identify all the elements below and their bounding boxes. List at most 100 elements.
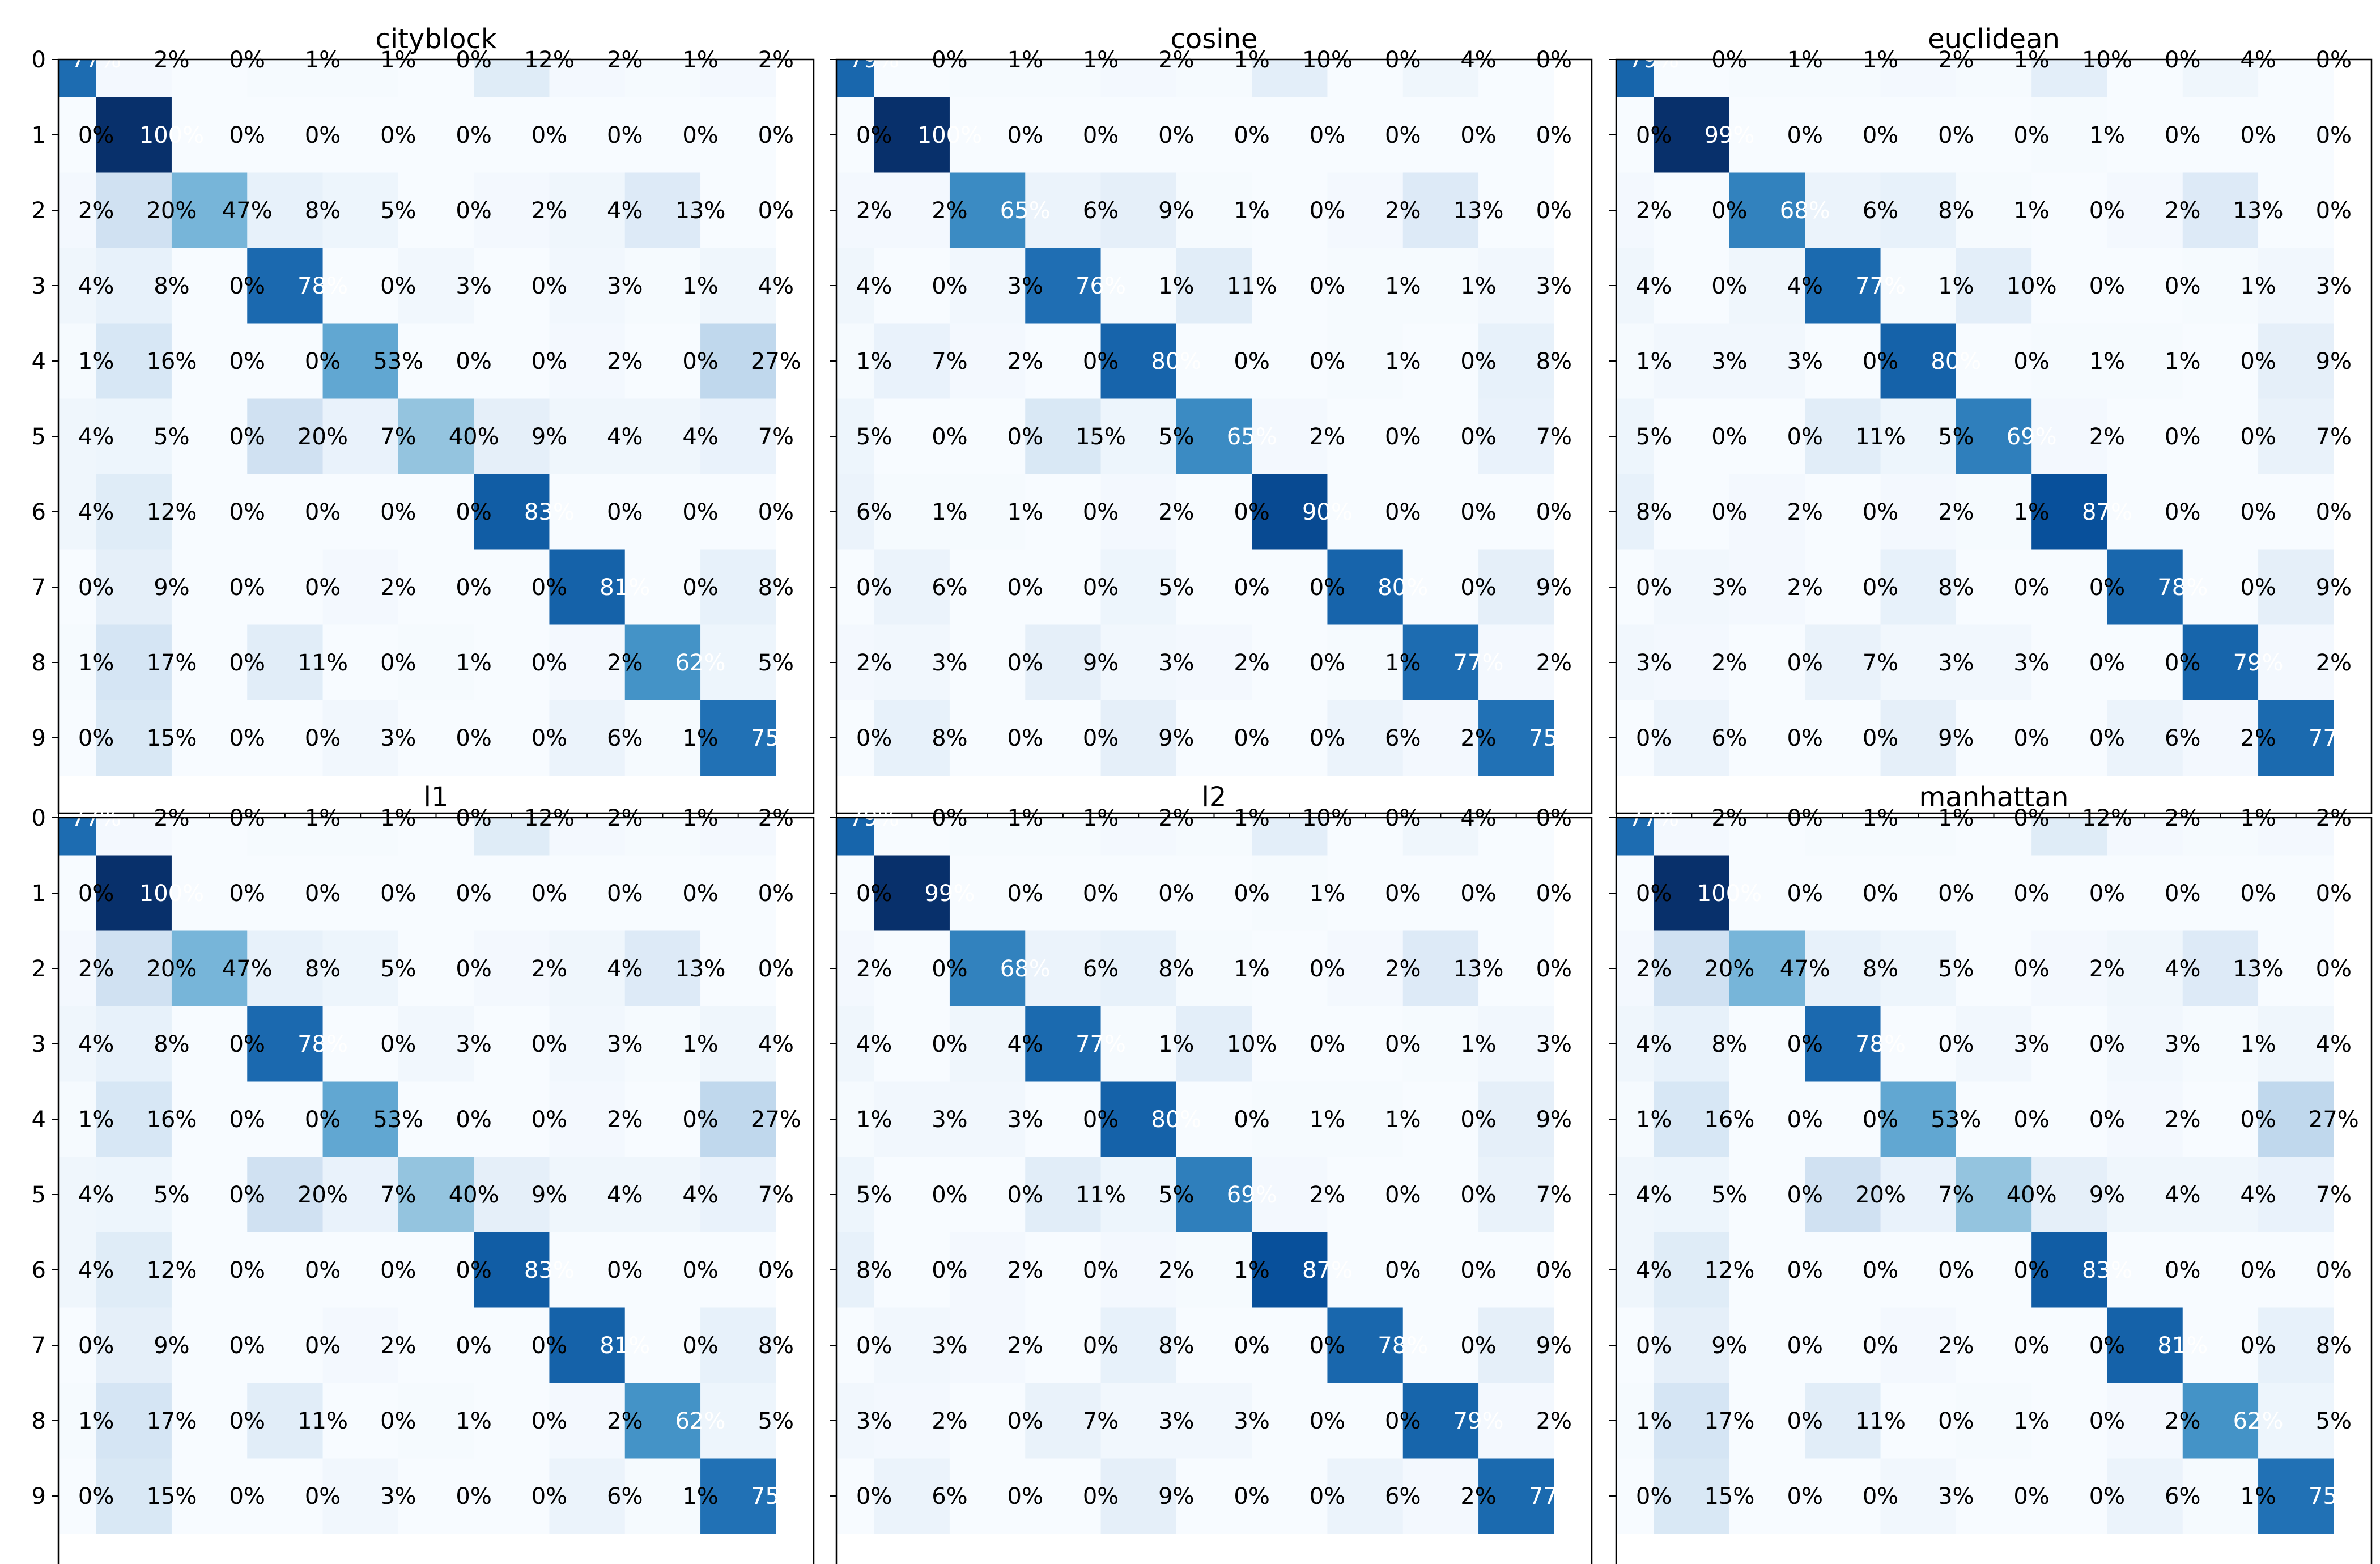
heatmap-cell — [1100, 97, 1177, 173]
heatmap-cell — [624, 624, 701, 700]
heatmap-cells — [1616, 818, 2334, 1534]
heatmap-cell-label: 1% — [856, 348, 892, 375]
heatmap-cell — [1100, 1458, 1177, 1534]
heatmap-cell — [549, 398, 626, 474]
heatmap-cell-label: 4% — [78, 1257, 114, 1284]
heatmap-cell-label: 5% — [154, 424, 189, 450]
heatmap-cell — [322, 60, 399, 97]
heatmap-cell — [1402, 1307, 1479, 1383]
heatmap-cell — [949, 398, 1026, 474]
heatmap-cell-label: 0% — [1938, 122, 1974, 148]
heatmap-cell — [1252, 549, 1328, 625]
heatmap-cell-label: 0% — [856, 1484, 892, 1510]
heatmap-cell — [1729, 172, 1805, 248]
heatmap-cell — [1327, 855, 1404, 931]
heatmap-cell-label: 0% — [856, 1333, 892, 1359]
heatmap-cell — [2182, 1232, 2259, 1308]
heatmap-cell-label: 5% — [380, 956, 416, 982]
heatmap-cell-label: 4% — [78, 273, 114, 299]
heatmap-cell-label: 0% — [1636, 881, 1672, 907]
heatmap-cell — [2182, 60, 2259, 97]
heatmap-cell-label: 3% — [1938, 1484, 1974, 1510]
heatmap-cell-label: 9% — [1158, 725, 1194, 751]
heatmap-cell — [96, 1157, 172, 1232]
heatmap-cell — [2107, 1006, 2183, 1082]
heatmap-cell-label: 87% — [2082, 499, 2132, 525]
heatmap-cell-label: 0% — [1863, 122, 1898, 148]
heatmap-cell — [700, 1232, 776, 1308]
heatmap-cell-label: 3% — [380, 725, 416, 751]
heatmap-cell-label: 0% — [1083, 575, 1119, 601]
heatmap-cell-label: 0% — [1310, 956, 1345, 982]
heatmap-cell — [247, 1232, 324, 1308]
heatmap-cell-label: 0% — [1863, 725, 1898, 751]
heatmap-cell-label: 81% — [600, 1333, 650, 1359]
heatmap-cell — [58, 398, 97, 474]
heatmap-cell-label: 1% — [1938, 273, 1974, 299]
heatmap-cell-label: 1% — [2013, 499, 2049, 525]
heatmap-cell-label: 1% — [1310, 1107, 1345, 1133]
heatmap-cell-label: 0% — [1234, 1107, 1269, 1133]
heatmap-cell-label: 0% — [230, 650, 265, 676]
heatmap-cell — [1880, 1383, 1957, 1459]
heatmap-cell-label: 0% — [532, 122, 567, 148]
heatmap-cell — [58, 1458, 97, 1534]
heatmap-cell — [1025, 1232, 1102, 1308]
y-axis — [830, 59, 836, 738]
heatmap-cell — [2032, 1157, 2107, 1232]
heatmap-cell-label: 2% — [2165, 1107, 2200, 1133]
heatmap-cell — [96, 474, 172, 550]
heatmap-cell — [549, 624, 626, 700]
heatmap-cell-label: 2% — [856, 198, 892, 224]
heatmap-cell — [96, 1458, 172, 1534]
heatmap-cell-label: 0% — [230, 1257, 265, 1284]
heatmap-cell — [836, 172, 875, 248]
y-axis — [830, 817, 836, 1497]
heatmap-cell-label: 0% — [1787, 1333, 1823, 1359]
heatmap-cell — [624, 930, 701, 1006]
heatmap-cell — [96, 930, 172, 1006]
heatmap-cell — [2258, 248, 2334, 324]
heatmap-cell-label: 0% — [1083, 1333, 1119, 1359]
heatmap-cell-label: 0% — [1787, 1257, 1823, 1284]
heatmap-cell — [700, 1006, 776, 1082]
heatmap-cell-label: 7% — [380, 424, 416, 450]
heatmap-cell — [474, 97, 550, 173]
heatmap-cell-label: 0% — [1863, 1257, 1898, 1284]
heatmap-cell-label: 6% — [1083, 198, 1119, 224]
heatmap-cell — [2107, 624, 2183, 700]
heatmap-cell — [624, 1383, 701, 1459]
heatmap-cell — [1100, 1006, 1177, 1082]
heatmap-cell — [247, 1006, 324, 1082]
y-tick-label: 6 — [32, 1257, 46, 1284]
heatmap-cell-label: 0% — [1787, 1408, 1823, 1434]
heatmap-cell-label: 3% — [856, 1408, 892, 1434]
heatmap-cell — [1616, 248, 1655, 324]
heatmap-cell — [1025, 930, 1102, 1006]
heatmap-cell-label: 3% — [1636, 650, 1672, 676]
heatmap-cell-label: 0% — [1385, 424, 1421, 450]
heatmap-cell-label: 0% — [532, 575, 567, 601]
heatmap-cell — [2032, 97, 2107, 173]
heatmap-cell-label: 1% — [1008, 499, 1043, 525]
heatmap-cell — [1805, 1383, 1881, 1459]
heatmap-cell — [1402, 700, 1479, 776]
heatmap-cell — [549, 549, 626, 625]
heatmap-cell-label: 9% — [1536, 1333, 1572, 1359]
heatmap-cell — [1880, 930, 1957, 1006]
heatmap-cell — [1956, 60, 2032, 97]
heatmap-cell — [1805, 1458, 1881, 1534]
heatmap-cell-label: 80% — [1151, 1107, 1201, 1133]
heatmap-cell — [1327, 700, 1404, 776]
heatmap-cell — [700, 323, 776, 399]
heatmap-cell — [836, 1458, 875, 1534]
heatmap-cell-label: 0% — [1158, 881, 1194, 907]
heatmap-cell — [2258, 1458, 2334, 1534]
heatmap-cell — [58, 323, 97, 399]
heatmap-cell — [58, 700, 97, 776]
heatmap-cell — [836, 624, 875, 700]
heatmap-cell — [1654, 930, 1730, 1006]
heatmap-cell — [1478, 1232, 1554, 1308]
heatmap-cell-label: 1% — [1385, 348, 1421, 375]
heatmap-cell — [874, 818, 950, 856]
